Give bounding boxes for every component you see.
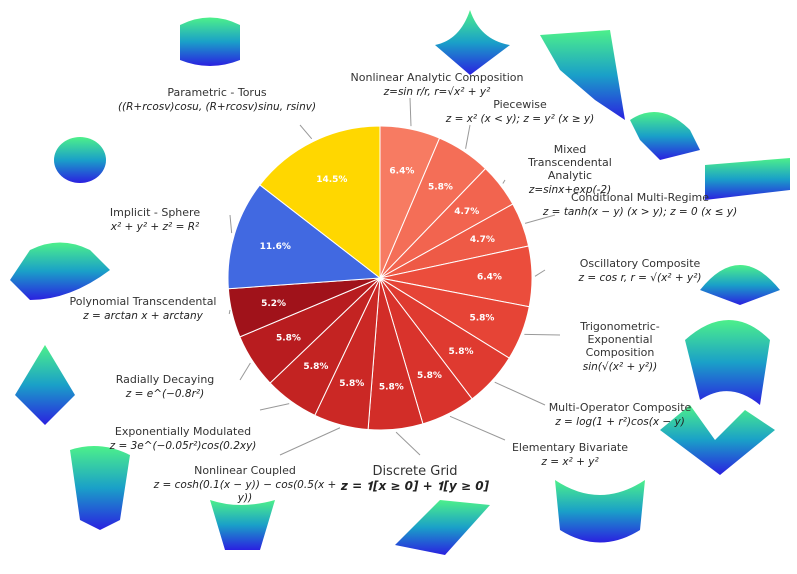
category-name: Nonlinear Analytic Composition: [350, 71, 524, 84]
leader-line: [239, 362, 251, 381]
slice-label: 5.2%: [261, 299, 286, 309]
pie-slice: [227, 184, 382, 290]
category-label: Conditional Multi-Regime z = tanh(x − y) …: [520, 191, 760, 219]
formula: z = e^(−0.8r²): [125, 388, 205, 400]
pie-slice: [259, 125, 381, 280]
category-label: Multi-Operator Composite z = log(1 + r²)c…: [535, 401, 705, 429]
formula: z = 𝟏[x ≥ 0] + 𝟏[y ≥ 0]: [340, 479, 490, 493]
surface-thumbnails: [10, 10, 790, 555]
slice-label: 6.4%: [477, 272, 502, 282]
leader-line: [524, 214, 556, 224]
leader-line: [395, 431, 421, 456]
leader-line: [259, 403, 290, 411]
leader-line: [534, 269, 546, 277]
formula: z = log(1 + r²)cos(x − y): [555, 416, 685, 428]
leader-line: [279, 427, 341, 456]
category-name: Oscillatory Composite: [579, 257, 701, 270]
leader-line: [449, 415, 506, 441]
category-name: Trigonometric-Exponential Composition: [580, 320, 660, 359]
category-label: Mixed Transcendental Analytic z=sinx+exp(…: [515, 143, 625, 197]
category-label: Piecewise z = x² (x < y); z = y² (x ≥ y): [430, 98, 610, 126]
slice-label: 5.8%: [469, 313, 494, 323]
formula: z=sin r/r, r=√x² + y²: [383, 86, 491, 98]
leader-line: [465, 124, 471, 149]
category-label: Polynomial Transcendental z = arctan x + …: [58, 295, 228, 323]
category-label: Implicit - Sphere x² + y² + z² = R²: [95, 206, 215, 234]
slice-label: 5.8%: [303, 362, 328, 372]
slice-label: 5.8%: [417, 371, 442, 381]
slice-label: 5.8%: [379, 382, 404, 392]
leader-line: [494, 381, 546, 406]
category-name: Nonlinear Coupled: [194, 464, 296, 477]
category-label: Radially Decaying z = e^(−0.8r²): [105, 373, 225, 401]
category-label: Trigonometric-Exponential Composition sin…: [555, 320, 685, 374]
leader-line: [299, 124, 313, 140]
formula: z=sinx+exp(-2): [528, 184, 612, 196]
leader-line: [524, 333, 561, 336]
slice-label: 5.8%: [339, 379, 364, 389]
category-name: Exponentially Modulated: [114, 425, 252, 438]
slice-label: 5.8%: [449, 347, 474, 357]
category-label: Elementary Bivariate z = x² + y²: [505, 441, 635, 469]
formula: z = cosh(0.1(x − y)) − cos(0.5(x + y)): [153, 479, 337, 504]
category-name: Radially Decaying: [115, 373, 215, 386]
category-label: Discrete Grid z = 𝟏[x ≥ 0] + 𝟏[y ≥ 0]: [340, 465, 490, 493]
slice-label: 5.8%: [428, 182, 453, 192]
category-label: Nonlinear Analytic Composition z=sin r/r,…: [317, 71, 557, 99]
formula: z = arctan x + arctany: [83, 310, 203, 322]
category-name: Multi-Operator Composite: [548, 401, 692, 414]
leader-line: [409, 97, 412, 127]
slice-label: 4.7%: [470, 235, 495, 245]
leader-line: [228, 309, 231, 315]
slice-label: 4.7%: [454, 207, 479, 217]
category-name: Mixed Transcendental Analytic: [528, 143, 612, 182]
formula: sin(√(x² + y²)): [582, 361, 658, 373]
formula: x² + y² + z² = R²: [110, 221, 200, 233]
slice-label: 14.5%: [316, 175, 347, 185]
formula: z = x² + y²: [541, 456, 599, 468]
slice-label: 6.4%: [389, 166, 414, 176]
category-name: Conditional Multi-Regime: [570, 191, 710, 204]
formula: z = cos r, r = √(x² + y²): [578, 272, 702, 284]
category-name: Discrete Grid: [372, 464, 458, 479]
category-label: Exponentially Modulated z = 3e^(−0.05r²)c…: [108, 425, 258, 453]
category-label: Oscillatory Composite z = cos r, r = √(x²…: [565, 257, 715, 285]
category-name: Piecewise: [493, 98, 547, 111]
category-name: Polynomial Transcendental: [69, 295, 217, 308]
category-label: Nonlinear Coupled z = cosh(0.1(x − y)) − …: [150, 464, 340, 505]
category-name: Parametric - Torus: [167, 86, 267, 99]
formula: z = 3e^(−0.05r²)cos(0.2xy): [109, 440, 257, 452]
slice-label: 5.8%: [276, 333, 301, 343]
formula: z = x² (x < y); z = y² (x ≥ y): [445, 113, 595, 125]
formula: ((R+rcosv)cosu, (R+rcosv)sinu, rsinv): [117, 101, 317, 113]
leader-line: [229, 214, 233, 234]
slice-label: 11.6%: [260, 242, 291, 252]
category-name: Implicit - Sphere: [109, 206, 201, 219]
category-label: Parametric - Torus ((R+rcosv)cosu, (R+rco…: [117, 86, 317, 114]
leader-line: [502, 179, 506, 184]
formula: z = tanh(x − y) (x > y); z = 0 (x ≤ y): [542, 206, 738, 218]
category-name: Elementary Bivariate: [511, 441, 629, 454]
